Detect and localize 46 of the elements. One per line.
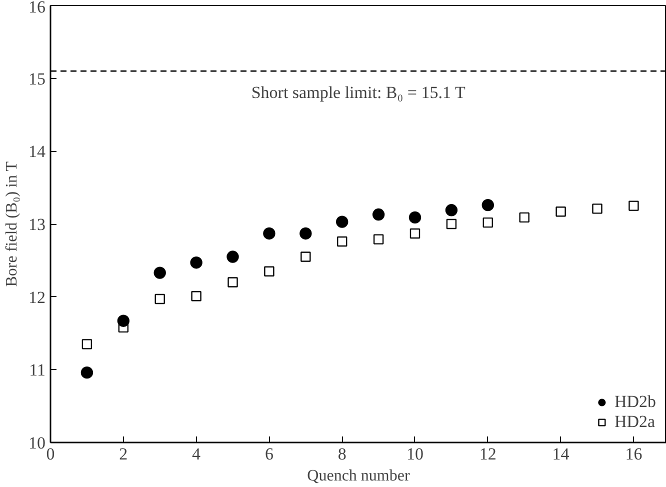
y-tick-label: 11	[29, 360, 46, 380]
x-tick-label: 12	[479, 444, 496, 464]
x-tick-label: 6	[264, 444, 274, 464]
point	[446, 218, 457, 230]
x-axis-title: Quench number	[307, 468, 410, 484]
point	[628, 200, 639, 211]
point	[373, 234, 384, 244]
point	[191, 291, 202, 302]
point	[410, 228, 420, 239]
point	[482, 217, 493, 228]
point	[445, 204, 458, 216]
point	[337, 236, 348, 247]
point	[336, 216, 348, 228]
point	[592, 204, 602, 214]
y-tick-label: 16	[28, 0, 46, 16]
point	[82, 339, 92, 350]
point	[80, 366, 94, 379]
point	[408, 211, 422, 224]
x-tick-label: 8	[338, 444, 346, 464]
x-tick-label: 14	[552, 444, 570, 464]
point	[556, 206, 566, 217]
point	[154, 266, 166, 279]
legend-label: HD2a	[614, 412, 656, 432]
point	[263, 227, 276, 240]
y-tick-label: 12	[28, 288, 46, 307]
point	[482, 198, 494, 212]
point	[190, 256, 202, 269]
x-tick-label: 2	[119, 444, 128, 464]
point	[300, 227, 312, 240]
x-tick-label: 0	[46, 444, 55, 464]
y-axis-title: Bore field (B₀) in T	[4, 161, 20, 287]
y-tick-label: 14	[28, 142, 46, 162]
point	[300, 252, 311, 262]
point	[372, 208, 385, 221]
point	[519, 212, 530, 223]
y-tick-label: 15	[28, 69, 46, 88]
point	[226, 250, 239, 263]
x-tick-label: 10	[406, 444, 424, 464]
legend-label: HD2b	[614, 392, 656, 412]
ref-line-label: Short sample limit: B₀ = 15.1 T	[251, 83, 466, 102]
point	[264, 266, 274, 276]
point	[228, 277, 238, 288]
x-tick-label: 16	[625, 444, 642, 464]
y-tick-label: 13	[28, 215, 46, 234]
x-tick-label: 4	[192, 444, 202, 464]
point	[154, 294, 165, 304]
